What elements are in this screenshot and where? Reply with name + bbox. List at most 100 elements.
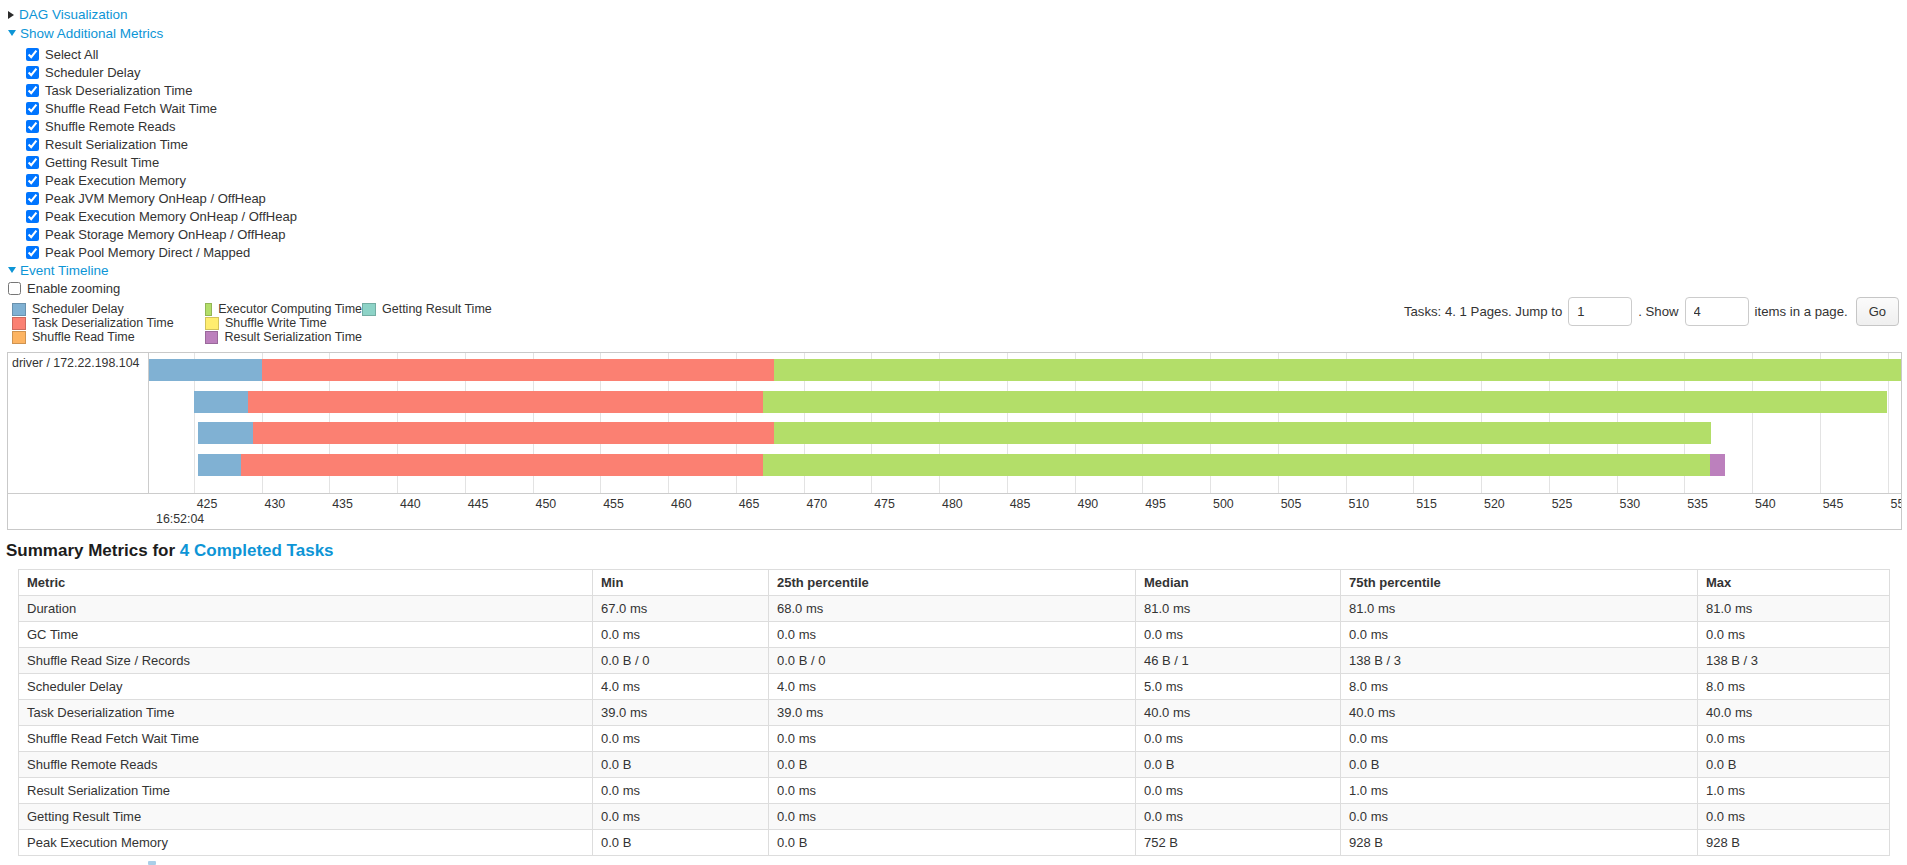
metric-name-cell: Result Serialization Time	[19, 778, 593, 804]
legend-item: Getting Result Time	[362, 302, 562, 316]
metric-checkbox[interactable]	[26, 48, 39, 61]
metric-value-cell: 928 B	[1341, 830, 1698, 856]
metric-name-cell: Shuffle Read Fetch Wait Time	[19, 726, 593, 752]
task-segment-task-deserialization[interactable]	[241, 454, 763, 476]
metric-value-cell: 0.0 ms	[1698, 622, 1890, 648]
metric-value-cell: 8.0 ms	[1341, 674, 1698, 700]
metric-checkbox[interactable]	[26, 84, 39, 97]
table-row: GC Time0.0 ms0.0 ms0.0 ms0.0 ms0.0 ms	[19, 622, 1890, 648]
metric-checkbox-item: Result Serialization Time	[26, 135, 297, 153]
metric-checkbox[interactable]	[26, 246, 39, 259]
metric-value-cell: 0.0 ms	[769, 726, 1136, 752]
cutoff-next-section-artifact	[148, 861, 156, 865]
dag-visualization-toggle[interactable]: DAG Visualization	[8, 7, 128, 22]
completed-tasks-link[interactable]: 4 Completed Tasks	[180, 541, 334, 560]
task-segment-executor-computing[interactable]	[763, 391, 1888, 413]
enable-zooming-checkbox[interactable]	[8, 282, 21, 295]
metric-name-cell: Getting Result Time	[19, 804, 593, 830]
task-segment-executor-computing[interactable]	[763, 454, 1710, 476]
metric-checkbox[interactable]	[26, 156, 39, 169]
table-row: Result Serialization Time0.0 ms0.0 ms0.0…	[19, 778, 1890, 804]
metric-checkbox-label: Select All	[45, 47, 98, 62]
task-segment-executor-computing[interactable]	[774, 422, 1712, 444]
metric-name-cell: Shuffle Remote Reads	[19, 752, 593, 778]
column-header: Median	[1136, 570, 1341, 596]
event-timeline-chart: driver / 172.22.198.104 16:52:04 4254304…	[7, 352, 1902, 530]
metric-checkbox[interactable]	[26, 228, 39, 241]
metric-value-cell: 0.0 ms	[1698, 726, 1890, 752]
jump-to-page-input[interactable]	[1568, 297, 1632, 326]
metric-value-cell: 0.0 ms	[593, 622, 769, 648]
metric-checkbox[interactable]	[26, 66, 39, 79]
metric-checkbox[interactable]	[26, 102, 39, 115]
metric-checkbox-label: Task Deserialization Time	[45, 83, 192, 98]
metric-value-cell: 68.0 ms	[769, 596, 1136, 622]
column-header: Metric	[19, 570, 593, 596]
task-segment-task-deserialization[interactable]	[262, 359, 774, 381]
axis-tick-label: 485	[1010, 497, 1031, 511]
axis-tick-label: 515	[1416, 497, 1437, 511]
legend-label: Shuffle Write Time	[225, 316, 327, 330]
axis-tick-label: 535	[1687, 497, 1708, 511]
metric-value-cell: 46 B / 1	[1136, 648, 1341, 674]
expanded-arrow-icon	[8, 30, 16, 36]
metric-checkbox[interactable]	[26, 210, 39, 223]
legend-item: Executor Computing Time	[205, 302, 362, 316]
task-segment-scheduler-delay[interactable]	[194, 391, 248, 413]
show-additional-metrics-link[interactable]: Show Additional Metrics	[20, 26, 163, 41]
event-timeline-toggle[interactable]: Event Timeline	[8, 263, 109, 278]
table-row: Getting Result Time0.0 ms0.0 ms0.0 ms0.0…	[19, 804, 1890, 830]
legend-label: Scheduler Delay	[32, 302, 124, 316]
metric-name-cell: Duration	[19, 596, 593, 622]
metric-checkbox[interactable]	[26, 138, 39, 151]
metric-value-cell: 0.0 ms	[593, 726, 769, 752]
show-additional-metrics-toggle[interactable]: Show Additional Metrics	[8, 26, 163, 41]
metric-value-cell: 928 B	[1698, 830, 1890, 856]
metric-value-cell: 39.0 ms	[769, 700, 1136, 726]
event-timeline-link[interactable]: Event Timeline	[20, 263, 109, 278]
task-segment-scheduler-delay[interactable]	[149, 359, 262, 381]
page-size-input[interactable]	[1685, 297, 1749, 326]
table-row: Scheduler Delay4.0 ms4.0 ms5.0 ms8.0 ms8…	[19, 674, 1890, 700]
column-header: 75th percentile	[1341, 570, 1698, 596]
task-segment-scheduler-delay[interactable]	[198, 422, 254, 444]
pagination-suffix: items in a page.	[1755, 304, 1848, 319]
timeline-legend: Scheduler DelayTask Deserialization Time…	[12, 302, 562, 344]
metric-value-cell: 0.0 ms	[1136, 726, 1341, 752]
legend-item: Shuffle Write Time	[205, 316, 362, 330]
task-segment-executor-computing[interactable]	[774, 359, 1901, 381]
legend-item: Shuffle Read Time	[12, 330, 205, 344]
summary-metrics-title: Summary Metrics for 4 Completed Tasks	[6, 541, 334, 561]
metric-value-cell: 0.0 ms	[769, 622, 1136, 648]
axis-tick-label: 455	[603, 497, 624, 511]
metric-checkbox-label: Peak Storage Memory OnHeap / OffHeap	[45, 227, 285, 242]
task-segment-task-deserialization[interactable]	[253, 422, 773, 444]
legend-item: Result Serialization Time	[205, 330, 362, 344]
metric-checkbox-label: Getting Result Time	[45, 155, 159, 170]
task-segment-result-serialization[interactable]	[1710, 454, 1725, 476]
metric-name-cell: GC Time	[19, 622, 593, 648]
metric-checkbox[interactable]	[26, 192, 39, 205]
metric-checkbox-item: Getting Result Time	[26, 153, 297, 171]
task-segment-task-deserialization[interactable]	[248, 391, 763, 413]
task-pagination: Tasks: 4. 1 Pages. Jump to . Show items …	[1404, 296, 1899, 326]
scheduler-delay-swatch-icon	[12, 303, 26, 316]
metric-value-cell: 0.0 B / 0	[769, 648, 1136, 674]
enable-zooming-label: Enable zooming	[27, 281, 120, 296]
metric-checkbox-label: Peak Pool Memory Direct / Mapped	[45, 245, 250, 260]
executor-group-label: driver / 172.22.198.104	[8, 353, 149, 493]
legend-label: Executor Computing Time	[218, 302, 362, 316]
metric-checkbox[interactable]	[26, 120, 39, 133]
metric-checkbox-label: Scheduler Delay	[45, 65, 140, 80]
metric-value-cell: 39.0 ms	[593, 700, 769, 726]
task-segment-scheduler-delay[interactable]	[198, 454, 241, 476]
axis-tick-label: 440	[400, 497, 421, 511]
go-button[interactable]: Go	[1856, 297, 1899, 326]
axis-tick-label: 465	[739, 497, 760, 511]
axis-tick-label: 540	[1755, 497, 1776, 511]
metric-checkbox[interactable]	[26, 174, 39, 187]
dag-visualization-link[interactable]: DAG Visualization	[19, 7, 128, 22]
metric-value-cell: 5.0 ms	[1136, 674, 1341, 700]
axis-tick-label: 545	[1823, 497, 1844, 511]
column-header: Max	[1698, 570, 1890, 596]
